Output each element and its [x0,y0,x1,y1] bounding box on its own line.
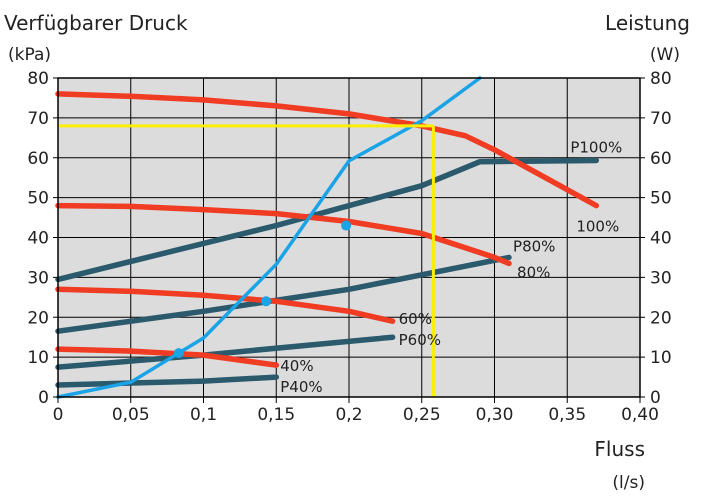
system-marker [261,296,272,307]
system-marker [173,348,184,359]
x-tick-label: 0,05 [112,405,150,425]
y-tick-label: 10 [27,348,49,368]
pressure-curve-80 [55,202,512,267]
marker-layer [173,220,352,359]
curve-label: 100% [576,218,619,236]
left-axis-unit: (kPa) [8,45,51,65]
x-axis-unit: (l/s) [612,473,645,493]
x-tick-label: 0,2 [335,405,362,425]
system-curve [56,76,482,399]
y-tick-label: 20 [27,308,49,328]
power-curve-P40 [55,374,280,388]
x-tick-label: 0 [53,405,64,425]
curve-label: 80% [517,263,550,281]
curve-labels: P100% 100% P80% 80% 60% P60% 40% P40% [280,139,622,397]
y-tick-label: 30 [27,268,49,288]
y2-tick-label: 50 [650,189,672,209]
series-layer [55,76,600,399]
y2-tick-label: 70 [650,109,672,129]
y2-tick-label: 80 [650,69,672,89]
curve-label: P60% [399,331,441,349]
y2-tick-label: 20 [650,308,672,328]
x-tick-label: 0,15 [257,405,295,425]
y-tick-label: 80 [27,69,49,89]
y2-tick-label: 60 [650,149,672,169]
pressure-curve-100 [55,91,600,209]
x-tick-label: 0,35 [548,405,586,425]
y-tick-label: 0 [38,388,49,408]
right-axis-title: Leistung [605,11,690,35]
y2-tick-label: 0 [650,388,661,408]
x-tick-label: 0,30 [476,405,514,425]
plot-frame [57,77,641,398]
curve-label: 60% [399,310,432,328]
right-axis-unit: (W) [650,45,680,65]
y2-tick-label: 40 [650,229,672,249]
curve-label: P40% [280,378,322,396]
x-axis-title: Fluss [594,437,645,461]
pressure-curve-40 [55,346,280,368]
y-tick-label: 60 [27,149,49,169]
curve-label: P100% [570,139,622,157]
x-tick-label: 0,1 [190,405,217,425]
y2-tick-label: 10 [650,348,672,368]
x-tick-label: 0,40 [621,405,659,425]
curve-label: P80% [513,237,555,255]
curve-label: 40% [280,357,313,375]
left-axis-title: Verfügbarer Druck [4,11,188,35]
pressure-curve-60 [55,286,396,324]
y2-tick-label: 30 [650,268,672,288]
operating-point-lines [58,124,435,397]
y-tick-label: 70 [27,109,49,129]
y-tick-label: 50 [27,189,49,209]
y-tick-label: 40 [27,229,49,249]
system-marker [341,220,352,231]
x-tick-label: 0,25 [403,405,441,425]
